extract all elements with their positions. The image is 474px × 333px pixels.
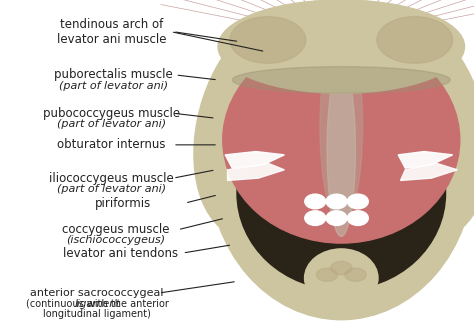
Text: coccygeus muscle: coccygeus muscle [63,223,170,236]
Text: (continuous with the anterior: (continuous with the anterior [26,299,169,309]
Circle shape [305,194,326,209]
Text: (ischiococcygeus): (ischiococcygeus) [66,235,166,245]
Text: longitudinal ligament): longitudinal ligament) [43,309,151,319]
Text: puborectalis muscle: puborectalis muscle [55,68,173,82]
Ellipse shape [330,261,352,275]
Ellipse shape [327,63,356,236]
Text: obturator internus: obturator internus [57,138,165,152]
Text: (part of levator ani): (part of levator ani) [57,184,166,194]
Polygon shape [225,152,284,168]
Text: (part of levator ani): (part of levator ani) [57,119,166,129]
Circle shape [347,211,368,225]
Ellipse shape [223,37,460,243]
Ellipse shape [377,17,453,63]
Ellipse shape [232,67,450,93]
Circle shape [347,194,368,209]
Ellipse shape [209,13,474,320]
Ellipse shape [218,0,465,93]
Ellipse shape [230,17,306,63]
Ellipse shape [237,97,446,290]
Text: piriformis: piriformis [95,196,151,210]
Ellipse shape [320,30,363,223]
Circle shape [333,76,350,88]
Ellipse shape [194,14,342,239]
Text: iliococcygeus muscle: iliococcygeus muscle [49,171,174,185]
Polygon shape [401,163,457,180]
Ellipse shape [341,14,474,239]
Polygon shape [398,152,453,168]
Text: ligament: ligament [74,299,120,309]
Circle shape [305,211,326,225]
Ellipse shape [304,249,378,307]
Circle shape [326,194,347,209]
Text: (part of levator ani): (part of levator ani) [59,81,168,91]
Ellipse shape [345,268,366,281]
Circle shape [326,211,347,225]
Text: tendinous arch of
levator ani muscle: tendinous arch of levator ani muscle [56,18,166,46]
Text: anterior sacrococcygeal: anterior sacrococcygeal [30,288,164,298]
Ellipse shape [316,268,337,281]
Text: levator ani tendons: levator ani tendons [64,246,178,260]
Polygon shape [228,163,284,180]
Text: pubococcygeus muscle: pubococcygeus muscle [43,107,180,120]
